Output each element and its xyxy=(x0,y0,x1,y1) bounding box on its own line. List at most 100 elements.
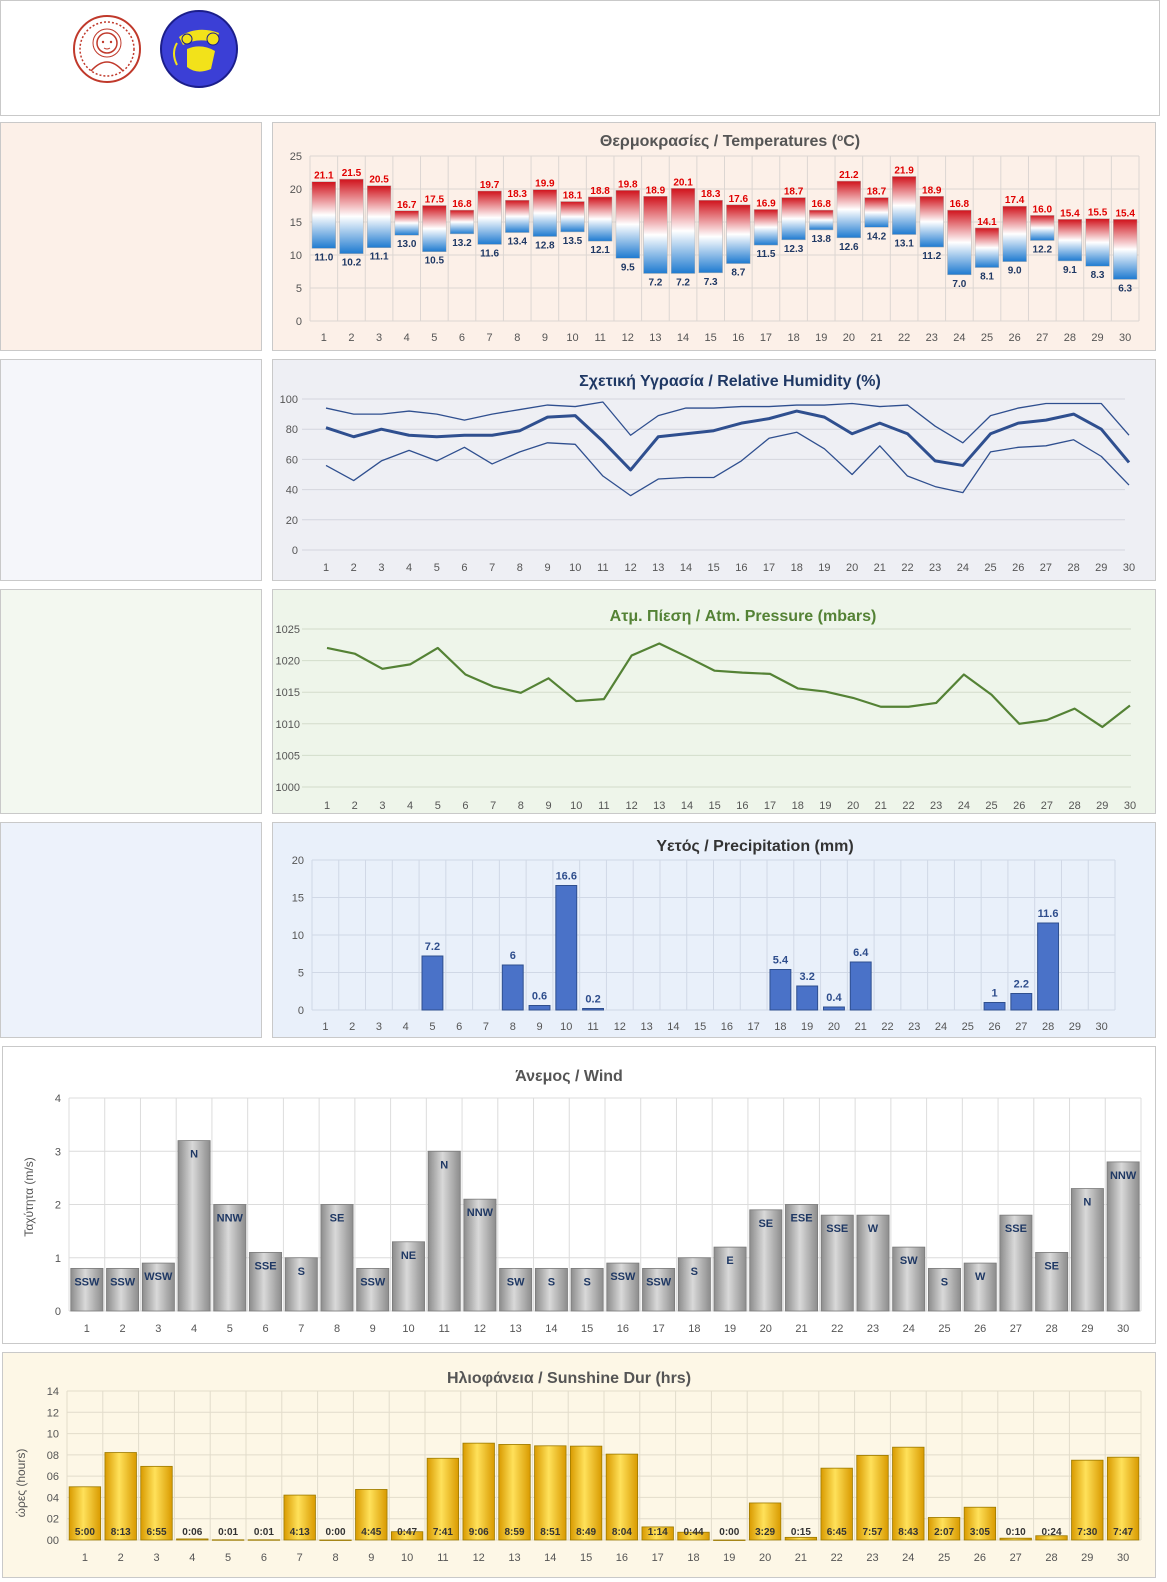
precip-x-tick-label: 25 xyxy=(962,1021,974,1033)
sun-duration-label: 8:13 xyxy=(111,1527,131,1538)
precip-y-tick-label: 10 xyxy=(292,930,304,942)
precip-bar xyxy=(555,885,578,1011)
wind-direction-label: SW xyxy=(900,1255,918,1267)
temp-max-label: 15.4 xyxy=(1060,208,1080,219)
temp-min-label: 10.2 xyxy=(342,258,362,269)
wind-bar xyxy=(713,1246,747,1312)
pressure-x-tick-label: 3 xyxy=(379,800,385,812)
sunshine-y-axis-label: ώρες (hours) xyxy=(14,1449,28,1518)
temp-x-tick-label: 1 xyxy=(321,332,327,344)
wind-bar xyxy=(499,1267,533,1312)
humidity-x-tick-label: 22 xyxy=(901,562,913,574)
wind-x-tick-label: 2 xyxy=(120,1323,126,1335)
sun-duration-label: 0:10 xyxy=(1006,1527,1026,1538)
pressure-y-tick-label: 1025 xyxy=(276,624,300,636)
sun-x-tick-label: 28 xyxy=(1045,1552,1057,1564)
wind-direction-label: SSW xyxy=(646,1276,672,1288)
temp-x-tick-label: 4 xyxy=(404,332,410,344)
pressure-x-tick-label: 29 xyxy=(1096,800,1108,812)
pressure-x-tick-label: 15 xyxy=(709,800,721,812)
temp-min-label: 11.0 xyxy=(314,252,333,263)
wind-bar xyxy=(106,1267,140,1312)
pressure-x-tick-label: 18 xyxy=(792,800,804,812)
wind-x-tick-label: 26 xyxy=(974,1323,986,1335)
precip-bar xyxy=(421,955,444,1011)
sun-x-tick-label: 10 xyxy=(401,1552,413,1564)
temp-range-bar xyxy=(366,185,392,248)
sun-x-tick-label: 6 xyxy=(261,1552,267,1564)
sun-duration-label: 4:13 xyxy=(290,1527,310,1538)
precip-value-label: 7.2 xyxy=(425,941,440,953)
wind-x-tick-label: 22 xyxy=(831,1323,843,1335)
precip-bar xyxy=(582,1008,604,1011)
wind-bar xyxy=(534,1267,568,1312)
wind-y-tick-label: 1 xyxy=(55,1253,61,1265)
wind-direction-label: S xyxy=(691,1266,698,1278)
pressure-x-tick-label: 12 xyxy=(625,800,637,812)
temp-min-label: 13.5 xyxy=(563,236,583,247)
sun-duration-label: 8:49 xyxy=(576,1527,596,1538)
sun-x-tick-label: 4 xyxy=(189,1552,195,1564)
wind-bar xyxy=(749,1209,783,1312)
precip-x-tick-label: 4 xyxy=(403,1021,409,1033)
temp-max-label: 21.1 xyxy=(314,171,334,182)
pressure-x-tick-label: 6 xyxy=(462,800,468,812)
temp-x-tick-label: 8 xyxy=(514,332,520,344)
precip-x-tick-label: 5 xyxy=(429,1021,435,1033)
wind-x-tick-label: 12 xyxy=(474,1323,486,1335)
precip-x-tick-label: 1 xyxy=(322,1021,328,1033)
sun-x-tick-label: 7 xyxy=(297,1552,303,1564)
wind-bar xyxy=(892,1246,926,1312)
precip-value-label: 0.2 xyxy=(585,994,600,1006)
temp-max-label: 16.9 xyxy=(756,198,776,209)
wind-bar xyxy=(677,1257,711,1312)
sun-duration-label: 1:14 xyxy=(648,1527,668,1538)
sun-bar xyxy=(820,1467,853,1541)
sun-x-tick-label: 8 xyxy=(332,1552,338,1564)
pressure-x-tick-label: 1 xyxy=(324,800,330,812)
wind-x-tick-label: 30 xyxy=(1117,1323,1129,1335)
humidity-chart: Σχετική Υγρασία / Relative Humidity (%) … xyxy=(280,373,1135,574)
humidity-x-tick-label: 11 xyxy=(597,562,608,574)
temp-range-bar xyxy=(1030,215,1055,241)
sun-x-tick-label: 23 xyxy=(866,1552,878,1564)
sun-bar xyxy=(713,1539,746,1541)
temp-range-bar xyxy=(560,201,585,233)
temp-min-label: 12.3 xyxy=(784,244,804,255)
humidity-chart-title: Σχετική Υγρασία / Relative Humidity (%) xyxy=(579,373,881,390)
humidity-mean-line xyxy=(325,409,1131,472)
temp-max-label: 17.6 xyxy=(729,194,749,205)
temp-y-tick-label: 10 xyxy=(290,250,302,262)
pressure-y-tick-label: 1000 xyxy=(276,782,300,794)
sun-duration-label: 7:30 xyxy=(1077,1527,1097,1538)
wind-x-tick-label: 5 xyxy=(227,1323,233,1335)
wind-direction-label: SSW xyxy=(610,1271,636,1283)
precip-value-label: 16.6 xyxy=(556,871,577,883)
pressure-x-tick-label: 27 xyxy=(1041,800,1053,812)
sun-bar xyxy=(104,1452,137,1541)
sun-y-tick-label: 10 xyxy=(47,1429,59,1441)
sun-y-tick-label: 04 xyxy=(47,1492,59,1504)
wind-direction-label: SW xyxy=(507,1276,525,1288)
sun-x-tick-label: 26 xyxy=(974,1552,986,1564)
temp-x-tick-label: 29 xyxy=(1091,332,1103,344)
sun-x-tick-label: 11 xyxy=(437,1552,448,1564)
sun-x-tick-label: 22 xyxy=(831,1552,843,1564)
precip-x-tick-label: 28 xyxy=(1042,1021,1054,1033)
sun-x-tick-label: 30 xyxy=(1117,1552,1129,1564)
temp-min-label: 10.5 xyxy=(425,256,445,267)
temp-y-tick-label: 5 xyxy=(296,283,302,295)
temp-max-label: 16.0 xyxy=(1033,204,1053,215)
temp-y-tick-label: 0 xyxy=(296,316,302,328)
wind-bar xyxy=(570,1267,604,1312)
precip-x-tick-label: 2 xyxy=(349,1021,355,1033)
temperature-side-panel xyxy=(0,122,262,351)
wind-x-tick-label: 3 xyxy=(155,1323,161,1335)
sun-x-tick-label: 5 xyxy=(225,1552,231,1564)
temp-x-tick-label: 12 xyxy=(622,332,634,344)
sun-x-tick-label: 3 xyxy=(153,1552,159,1564)
humidity-x-tick-label: 9 xyxy=(544,562,550,574)
temp-max-label: 18.7 xyxy=(867,187,887,198)
temp-min-label: 13.0 xyxy=(397,239,417,250)
